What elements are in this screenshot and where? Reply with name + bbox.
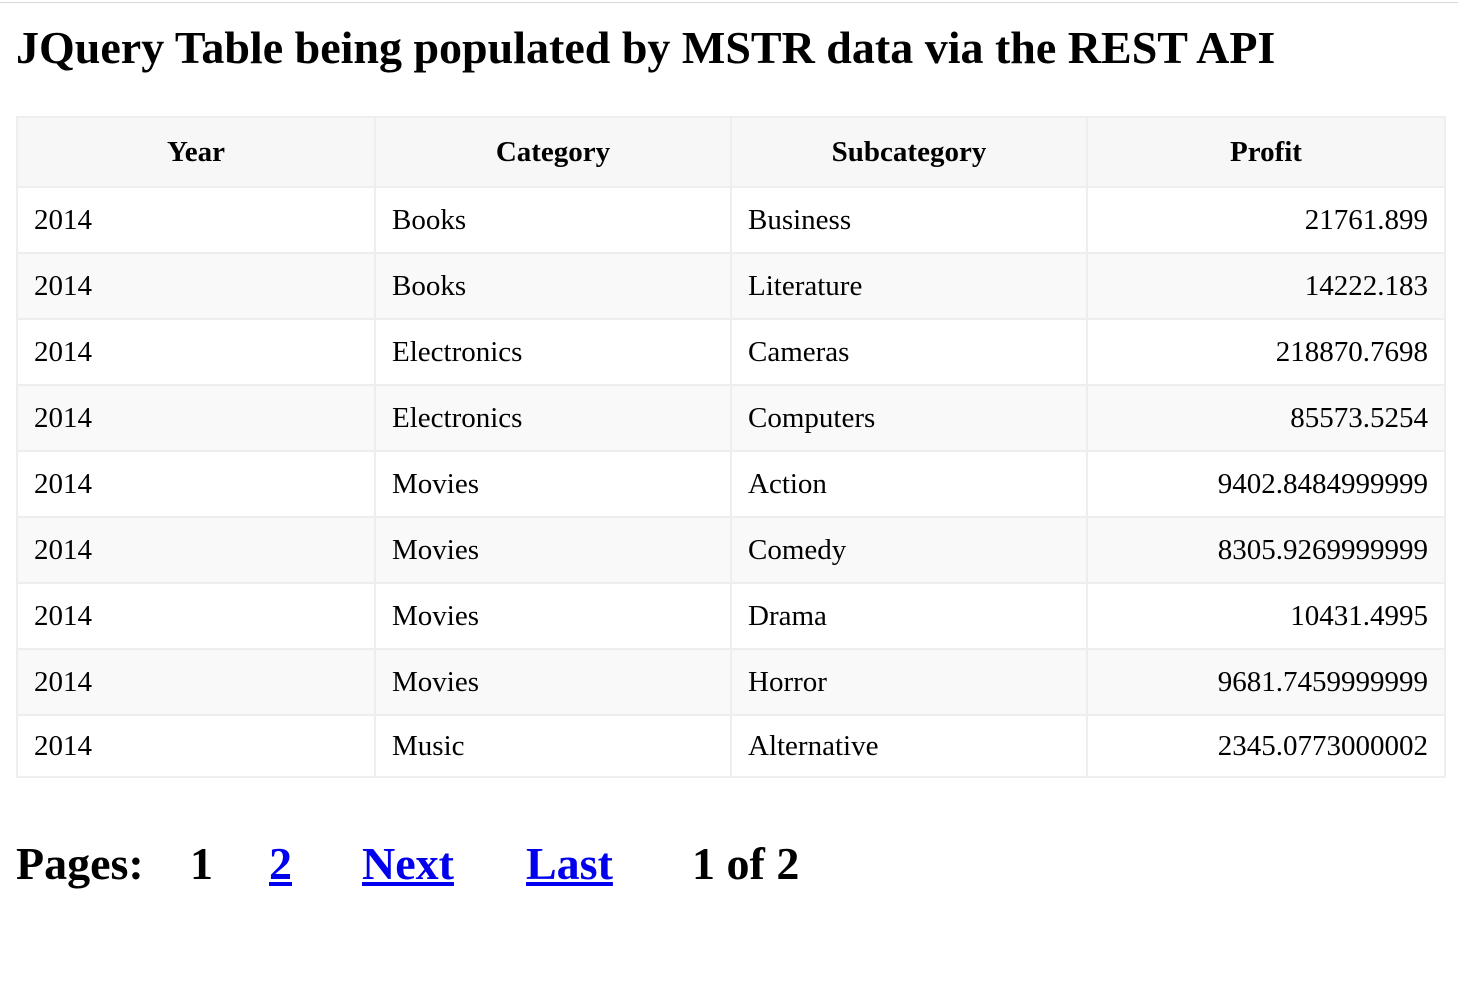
column-header-category[interactable]: Category	[374, 116, 732, 188]
table-row: 2014 Music Alternative 2345.0773000002	[16, 714, 1446, 778]
cell-subcategory: Drama	[730, 582, 1088, 650]
cell-profit: 2345.0773000002	[1086, 714, 1446, 778]
column-header-subcategory[interactable]: Subcategory	[730, 116, 1088, 188]
cell-profit: 9681.7459999999	[1086, 648, 1446, 716]
next-page-link[interactable]: Next	[362, 838, 454, 889]
cell-year: 2014	[16, 516, 376, 584]
cell-profit: 85573.5254	[1086, 384, 1446, 452]
cell-year: 2014	[16, 450, 376, 518]
cell-category: Music	[374, 714, 732, 778]
table-row: 2014 Electronics Cameras 218870.7698	[16, 318, 1446, 386]
cell-profit: 8305.9269999999	[1086, 516, 1446, 584]
current-page-number: 1	[190, 838, 213, 889]
table-row: 2014 Movies Comedy 8305.9269999999	[16, 516, 1446, 584]
table-row: 2014 Books Business 21761.899	[16, 186, 1446, 254]
cell-subcategory: Comedy	[730, 516, 1088, 584]
page-title: JQuery Table being populated by MSTR dat…	[16, 22, 1276, 73]
cell-year: 2014	[16, 252, 376, 320]
cell-year: 2014	[16, 648, 376, 716]
page-status: 1 of 2	[692, 838, 800, 889]
cell-category: Movies	[374, 582, 732, 650]
cell-subcategory: Cameras	[730, 318, 1088, 386]
cell-category: Books	[374, 252, 732, 320]
table-header-row: Year Category Subcategory Profit	[16, 116, 1446, 188]
cell-subcategory: Horror	[730, 648, 1088, 716]
cell-category: Electronics	[374, 318, 732, 386]
table-row: 2014 Movies Action 9402.8484999999	[16, 450, 1446, 518]
column-header-profit[interactable]: Profit	[1086, 116, 1446, 188]
cell-category: Movies	[374, 516, 732, 584]
cell-profit: 218870.7698	[1086, 318, 1446, 386]
cell-category: Movies	[374, 450, 732, 518]
cell-profit: 10431.4995	[1086, 582, 1446, 650]
cell-subcategory: Literature	[730, 252, 1088, 320]
cell-category: Movies	[374, 648, 732, 716]
pages-label: Pages:	[16, 838, 144, 889]
cell-year: 2014	[16, 384, 376, 452]
cell-subcategory: Action	[730, 450, 1088, 518]
cell-subcategory: Business	[730, 186, 1088, 254]
data-table: Year Category Subcategory Profit 2014 Bo…	[16, 116, 1446, 778]
column-header-year[interactable]: Year	[16, 116, 376, 188]
table-row: 2014 Electronics Computers 85573.5254	[16, 384, 1446, 452]
cell-profit: 21761.899	[1086, 186, 1446, 254]
cell-year: 2014	[16, 582, 376, 650]
last-page-link[interactable]: Last	[526, 838, 613, 889]
cell-category: Electronics	[374, 384, 732, 452]
top-divider	[0, 2, 1458, 3]
table-row: 2014 Movies Horror 9681.7459999999	[16, 648, 1446, 716]
cell-year: 2014	[16, 186, 376, 254]
cell-profit: 9402.8484999999	[1086, 450, 1446, 518]
page-2-link[interactable]: 2	[269, 838, 292, 889]
cell-subcategory: Computers	[730, 384, 1088, 452]
table-row: 2014 Books Literature 14222.183	[16, 252, 1446, 320]
table-row: 2014 Movies Drama 10431.4995	[16, 582, 1446, 650]
cell-year: 2014	[16, 318, 376, 386]
cell-profit: 14222.183	[1086, 252, 1446, 320]
cell-category: Books	[374, 186, 732, 254]
cell-year: 2014	[16, 714, 376, 778]
cell-subcategory: Alternative	[730, 714, 1088, 778]
